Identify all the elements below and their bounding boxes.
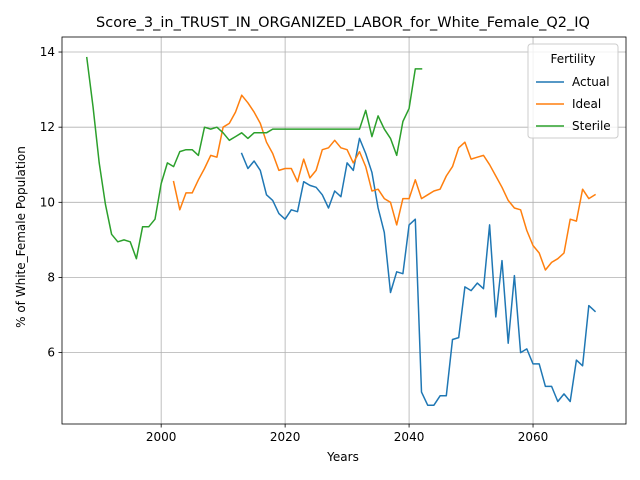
y-axis: 6 8 10 12 14	[40, 45, 62, 360]
y-tick-label: 8	[47, 270, 55, 284]
x-tick-label: 2040	[394, 430, 425, 444]
legend-label-actual: Actual	[572, 75, 610, 89]
y-tick-label: 14	[40, 45, 55, 59]
x-tick-label: 2060	[518, 430, 549, 444]
legend-label-ideal: Ideal	[572, 97, 601, 111]
series-line-actual	[240, 137, 597, 406]
series-line-ideal	[172, 94, 597, 271]
y-axis-label: % of White_Female Population	[14, 146, 28, 328]
series-lines	[85, 56, 597, 406]
plot-frame	[61, 36, 627, 425]
legend-title: Fertility	[550, 52, 595, 66]
legend-box	[527, 43, 619, 139]
x-axis: 2000 2020 2040 2060	[146, 424, 548, 444]
chart-title: Score_3_in_TRUST_IN_ORGANIZED_LABOR_for_…	[96, 15, 590, 31]
x-tick-label: 2020	[270, 430, 301, 444]
y-tick-label: 10	[40, 195, 55, 209]
series-line-sterile	[85, 56, 423, 260]
legend-label-sterile: Sterile	[572, 119, 611, 133]
legend: Fertility Actual Ideal Sterile	[527, 43, 619, 139]
x-tick-label: 2000	[146, 430, 177, 444]
y-tick-label: 12	[40, 120, 55, 134]
y-tick-label: 6	[47, 346, 55, 360]
x-axis-label: Years	[326, 450, 359, 464]
